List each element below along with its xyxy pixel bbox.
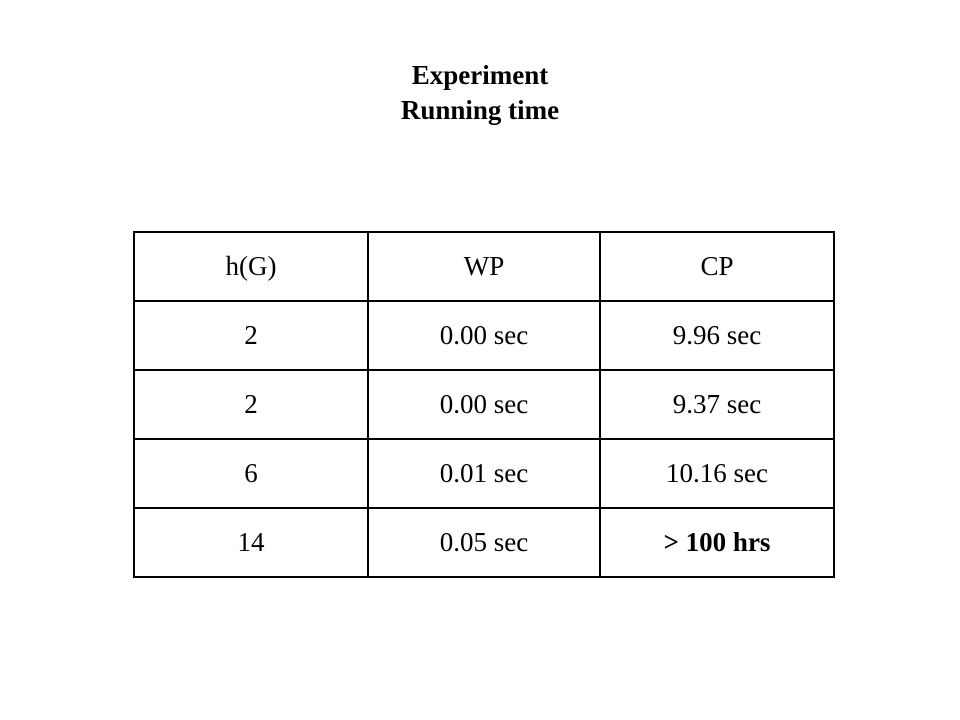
table-row: 14 0.05 sec > 100 hrs — [133, 507, 835, 578]
table-cell-hg: 6 — [133, 438, 369, 509]
table-row: 2 0.00 sec 9.37 sec — [133, 369, 835, 440]
title-line-2: Running time — [400, 95, 560, 125]
table-cell-wp: 0.01 sec — [367, 438, 601, 509]
table-cell-hg: 2 — [133, 369, 369, 440]
table-cell-wp: 0.00 sec — [367, 300, 601, 371]
slide-title: Experiment Running time — [0, 58, 960, 128]
table-cell-hg: 14 — [133, 507, 369, 578]
table-header-row: h(G) WP CP — [133, 231, 835, 302]
table-cell-wp: 0.05 sec — [367, 507, 601, 578]
table-row: 6 0.01 sec 10.16 sec — [133, 438, 835, 509]
table-row: 2 0.00 sec 9.96 sec — [133, 300, 835, 371]
header-cell-hg: h(G) — [133, 231, 369, 302]
running-time-table: h(G) WP CP 2 0.00 sec 9.96 sec 2 0.00 se… — [133, 231, 835, 578]
title-line-1: Experiment — [411, 60, 549, 90]
table-cell-cp-emphasized: > 100 hrs — [599, 507, 835, 578]
table-cell-cp: 10.16 sec — [599, 438, 835, 509]
table-cell-cp: 9.96 sec — [599, 300, 835, 371]
table-cell-wp: 0.00 sec — [367, 369, 601, 440]
header-cell-cp: CP — [599, 231, 835, 302]
table-cell-hg: 2 — [133, 300, 369, 371]
header-cell-wp: WP — [367, 231, 601, 302]
table-cell-cp: 9.37 sec — [599, 369, 835, 440]
